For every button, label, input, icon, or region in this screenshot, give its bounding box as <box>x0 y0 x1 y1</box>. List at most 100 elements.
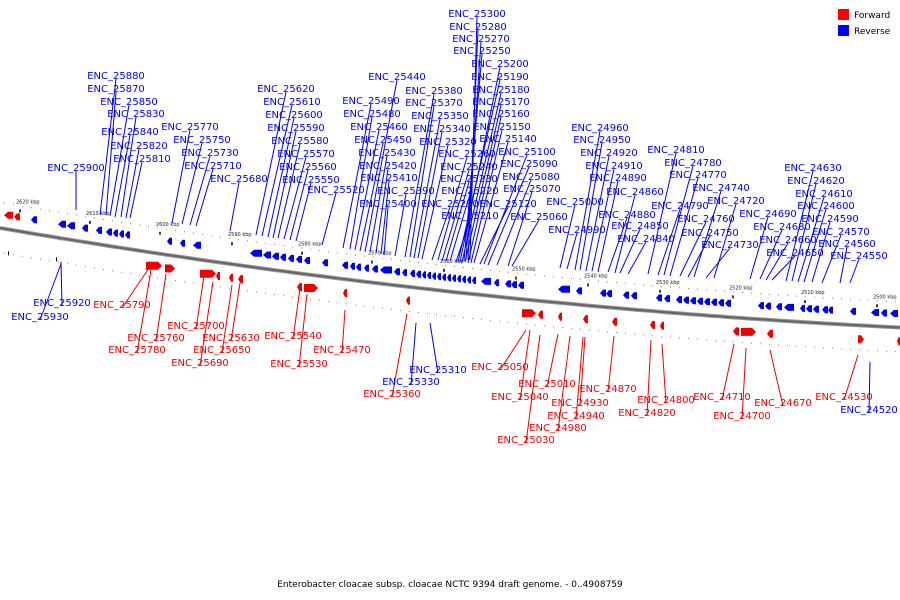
guide-dot <box>130 223 131 225</box>
gene-label: ENC_25520 <box>307 185 365 196</box>
guide-dot <box>76 214 77 216</box>
gene-label-leader <box>868 361 871 414</box>
reverse-gene-arrow <box>697 297 703 305</box>
guide-dot <box>868 299 869 301</box>
gene-label: ENC_24860 <box>606 187 664 198</box>
gene-label: ENC_24560 <box>818 239 876 250</box>
reverse-gene-arrow <box>447 274 451 282</box>
guide-dot <box>679 287 680 289</box>
gene-label: ENC_24940 <box>547 411 605 422</box>
reverse-gene-arrow <box>372 265 378 273</box>
guide-dot <box>337 252 338 254</box>
gene-label: ENC_24920 <box>580 148 638 159</box>
guide-dot <box>571 327 572 329</box>
reverse-gene-arrow <box>558 312 562 321</box>
gene-label-leader <box>229 181 240 232</box>
gene-label-leader <box>803 208 827 283</box>
guide-dot <box>517 322 518 324</box>
guide-dot <box>148 226 149 227</box>
guide-dot <box>625 332 626 334</box>
guide-dot <box>724 290 725 292</box>
guide-dot <box>337 302 338 304</box>
gene-label: ENC_25540 <box>264 331 322 342</box>
reverse-gene-arrow <box>297 283 302 292</box>
gene-label-leader <box>105 91 117 216</box>
gene-label: ENC_24550 <box>830 251 888 262</box>
gene-label-leader <box>267 117 295 238</box>
gene-label-leader <box>109 104 130 217</box>
gene-label-leader <box>349 116 373 250</box>
reverse-gene-arrow <box>250 249 262 257</box>
guide-dot <box>454 266 455 267</box>
guide-dot <box>814 346 815 348</box>
guide-dot <box>472 268 473 269</box>
guide-dot <box>310 248 311 250</box>
guide-dot <box>769 293 770 295</box>
guide-dot <box>220 236 221 238</box>
reverse-gene-arrow <box>119 230 124 238</box>
reverse-gene-arrow <box>467 276 471 284</box>
gene-label: ENC_25570 <box>277 149 335 160</box>
gene-label-leader <box>181 142 203 225</box>
gene-label: ENC_24880 <box>598 210 656 221</box>
guide-dot <box>859 349 860 351</box>
guide-dot <box>103 269 104 270</box>
gene-label-leader <box>559 204 576 269</box>
gene-label: ENC_24660 <box>759 235 817 246</box>
gene-label: ENC_24720 <box>707 196 765 207</box>
gene-label-leader <box>479 206 509 265</box>
gene-label-leader <box>136 269 152 354</box>
reverse-gene-arrow <box>733 327 739 336</box>
guide-dot <box>715 290 716 292</box>
guide-dot <box>580 278 581 280</box>
gene-label: ENC_25650 <box>193 345 251 356</box>
guide-dot <box>499 270 500 272</box>
guide-dot <box>787 345 788 347</box>
gene-label-leader <box>283 156 307 240</box>
gene-label-leader <box>295 182 312 242</box>
guide-dot <box>481 268 482 270</box>
reverse-gene-arrow <box>410 270 415 277</box>
reverse-gene-arrow <box>394 268 400 276</box>
reverse-gene-arrow <box>505 280 511 288</box>
reverse-gene-arrow <box>600 289 606 297</box>
gene-label: ENC_25840 <box>101 127 159 138</box>
gene-label-leader <box>394 193 407 257</box>
gene-label: ENC_25080 <box>502 172 560 183</box>
gene-label: ENC_24700 <box>713 411 771 422</box>
gene-label-leader <box>221 284 233 354</box>
guide-dot <box>607 331 608 333</box>
gene-label-leader <box>437 156 468 261</box>
gene-label: ENC_24790 <box>651 201 709 212</box>
gene-label-leader <box>409 105 435 258</box>
guide-dot <box>589 279 590 281</box>
guide-dot <box>184 281 185 283</box>
reverse-gene-arrow <box>356 263 361 271</box>
gene-label: ENC_25230 <box>440 174 498 185</box>
gene-label-leader <box>255 91 287 236</box>
gene-label: ENC_25760 <box>127 333 185 344</box>
guide-dot <box>670 336 671 338</box>
gene-label: ENC_25700 <box>167 321 225 332</box>
guide-dot <box>454 316 455 317</box>
guide-dot <box>301 247 302 249</box>
gene-label: ENC_24600 <box>797 201 855 212</box>
gene-label-leader <box>417 131 443 259</box>
gene-label: ENC_25620 <box>257 84 315 95</box>
gene-label-leader <box>507 191 533 267</box>
guide-dot <box>607 281 608 283</box>
guide-dot <box>139 224 140 226</box>
gene-label-leader <box>679 221 707 277</box>
gene-label: ENC_25920 <box>33 298 91 309</box>
gene-label: ENC_25680 <box>210 174 268 185</box>
guide-dot <box>4 252 5 254</box>
reverse-gene-arrow <box>711 298 717 306</box>
guide-dot <box>49 260 50 262</box>
guide-dot <box>544 275 545 277</box>
gene-label-leader <box>467 29 479 261</box>
guide-dot <box>616 282 617 283</box>
gene-label-leader <box>380 180 390 255</box>
guide-dot <box>13 204 14 206</box>
small-feature-mark <box>8 251 9 256</box>
gene-label: ENC_25180 <box>472 85 530 96</box>
